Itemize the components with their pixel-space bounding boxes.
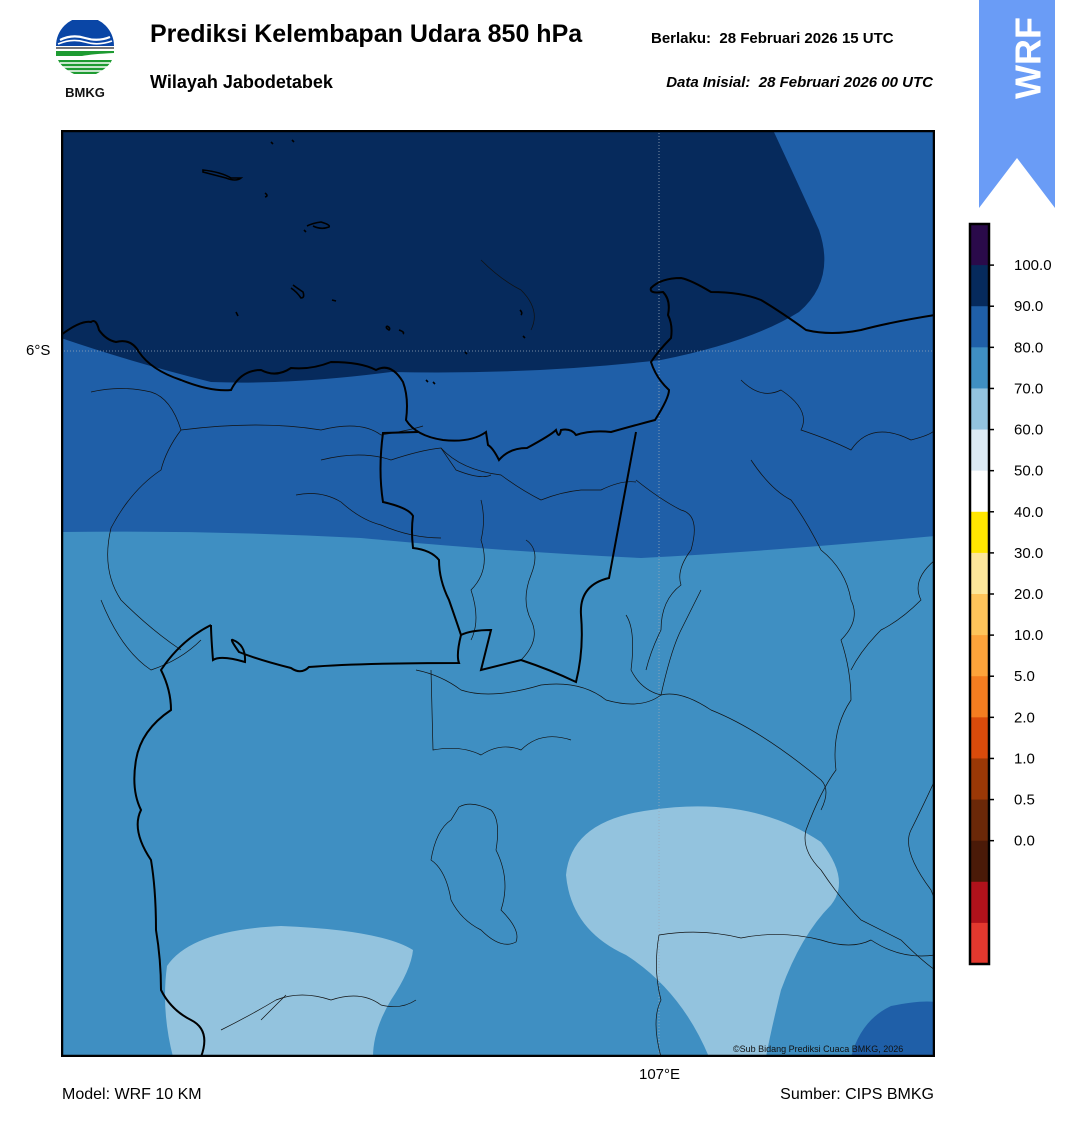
map-frame xyxy=(61,130,935,1057)
colorbar-swatch xyxy=(970,799,989,842)
colorbar-label: 20.0 xyxy=(1014,586,1043,603)
humidity-map xyxy=(61,130,935,1057)
colorbar-label: 90.0 xyxy=(1014,298,1043,315)
colorbar-frame xyxy=(968,222,991,966)
colorbar-swatch xyxy=(970,881,989,924)
colorbar-label: 40.0 xyxy=(1014,504,1043,521)
district-boundaries xyxy=(90,259,935,1057)
valid-time-value: 28 Februari 2026 15 UTC xyxy=(719,30,894,47)
wrf-badge: WRF xyxy=(979,0,1055,208)
colorbar-swatch xyxy=(970,922,989,965)
colorbar-swatch xyxy=(970,429,989,472)
colorbar-swatch xyxy=(970,594,989,636)
longitude-label: 107°E xyxy=(639,1066,681,1083)
page-subtitle: Wilayah Jabodetabek xyxy=(150,72,333,92)
province-boundaries xyxy=(133,431,637,1057)
zone-80-90-southeast xyxy=(851,1001,935,1057)
colorbar-swatch xyxy=(970,676,989,718)
colorbar-label: 50.0 xyxy=(1014,463,1043,480)
zone-60-70-east xyxy=(566,806,839,1057)
islands xyxy=(202,139,526,385)
colorbar-label: 1.0 xyxy=(1014,750,1035,767)
coastline xyxy=(61,276,935,462)
colorbar-label: 70.0 xyxy=(1014,380,1043,397)
zone-90-100 xyxy=(61,130,825,383)
colorbar-swatch xyxy=(970,306,989,348)
colorbar-label: 2.0 xyxy=(1014,709,1035,726)
colorbar-swatch xyxy=(970,265,989,307)
colorbar-label: 100.0 xyxy=(1014,257,1052,274)
wrf-badge-shape xyxy=(979,0,1055,208)
bmkg-logo-text: BMKG xyxy=(65,85,105,100)
colorbar-swatch xyxy=(970,347,989,389)
model-info: Model: WRF 10 KM xyxy=(62,1086,202,1103)
colorbar-label: 0.0 xyxy=(1014,833,1035,850)
colorbar-swatches xyxy=(970,224,989,965)
colorbar-labels: 100.0 90.0 80.0 70.0 60.0 50.0 40.0 30.0 20.0 10.… xyxy=(1014,257,1052,850)
valid-time: Berlaku: 28 Februari 2026 15 UTC xyxy=(651,30,894,47)
colorbar-swatch xyxy=(970,470,989,513)
colorbar-swatch xyxy=(970,717,989,759)
colorbar-label: 60.0 xyxy=(1014,422,1043,439)
colorbar-swatch xyxy=(970,388,989,431)
colorbar-label: 30.0 xyxy=(1014,545,1043,562)
init-time-label: Data Inisial: xyxy=(666,74,751,91)
colorbar-swatch xyxy=(970,552,989,595)
wrf-badge-text: WRF xyxy=(1008,17,1049,99)
init-time: Data Inisial: 28 Februari 2026 00 UTC xyxy=(666,74,933,91)
colorbar-label: 5.0 xyxy=(1014,668,1035,685)
colorbar-swatch xyxy=(970,511,989,554)
valid-time-label: Berlaku: xyxy=(651,30,712,47)
source-info: Sumber: CIPS BMKG xyxy=(780,1086,934,1103)
init-time-value: 28 Februari 2026 00 UTC xyxy=(758,74,933,91)
zone-60-70-west xyxy=(165,926,413,1057)
colorbar-swatch xyxy=(970,224,989,266)
copyright-notice: ©Sub Bidang Prediksi Cuaca BMKG, 2026 xyxy=(733,1044,904,1054)
colorbar-label: 80.0 xyxy=(1014,339,1043,356)
page-title: Prediksi Kelembapan Udara 850 hPa xyxy=(150,20,583,48)
latitude-label: 6°S xyxy=(26,342,51,359)
colorbar-swatch xyxy=(970,840,989,883)
colorbar-swatch xyxy=(970,758,989,801)
colorbar-swatch xyxy=(970,635,989,677)
colorbar: 100.0 90.0 80.0 70.0 60.0 50.0 40.0 30.0 20.0 10.… xyxy=(968,222,1052,966)
colorbar-label: 10.0 xyxy=(1014,627,1043,644)
bmkg-logo xyxy=(56,20,114,74)
colorbar-label: 0.5 xyxy=(1014,792,1035,809)
